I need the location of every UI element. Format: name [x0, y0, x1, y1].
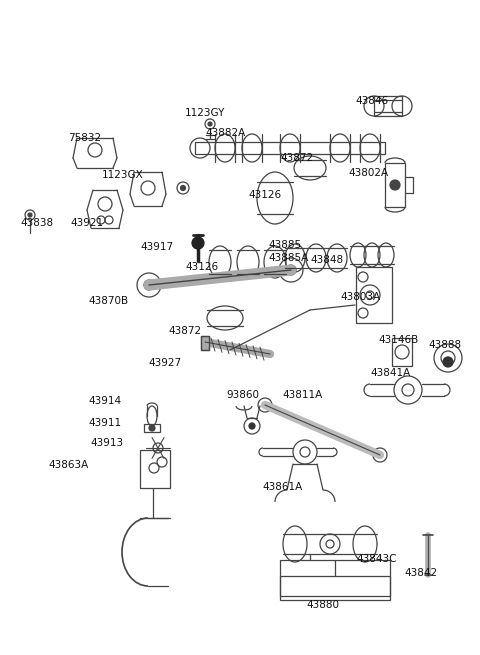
- Bar: [144, 424, 160, 432]
- Bar: [280, 560, 390, 596]
- Bar: [392, 338, 412, 366]
- Text: 43870B: 43870B: [88, 296, 128, 306]
- Text: 43880: 43880: [306, 600, 339, 610]
- Text: 43872: 43872: [168, 326, 201, 336]
- Circle shape: [443, 357, 453, 367]
- Text: 43885: 43885: [268, 240, 301, 250]
- Text: 43861A: 43861A: [262, 482, 302, 492]
- Text: 43885A: 43885A: [268, 253, 308, 263]
- Bar: [201, 336, 209, 350]
- Circle shape: [28, 213, 32, 217]
- Text: 43863A: 43863A: [48, 460, 88, 470]
- Circle shape: [249, 423, 255, 429]
- Text: 43841A: 43841A: [370, 368, 410, 378]
- Text: 43811A: 43811A: [282, 390, 322, 400]
- Bar: [385, 163, 405, 207]
- Text: 1123GY: 1123GY: [185, 108, 226, 118]
- Text: 93860: 93860: [226, 390, 259, 400]
- Text: 43927: 43927: [148, 358, 181, 368]
- Text: 43917: 43917: [140, 242, 173, 252]
- Text: 43846: 43846: [355, 96, 388, 106]
- Text: 43126: 43126: [185, 262, 218, 272]
- Text: 43802A: 43802A: [348, 168, 388, 178]
- Text: 43914: 43914: [88, 396, 121, 406]
- Text: 43146B: 43146B: [378, 335, 418, 345]
- Text: 43911: 43911: [88, 418, 121, 428]
- Text: 43921: 43921: [70, 218, 103, 228]
- Text: 43872: 43872: [280, 153, 313, 163]
- Circle shape: [208, 122, 212, 126]
- Text: 43882A: 43882A: [205, 128, 245, 138]
- Bar: [140, 450, 170, 488]
- Text: 43803A: 43803A: [340, 292, 380, 302]
- Circle shape: [149, 425, 155, 431]
- Bar: [356, 267, 392, 323]
- Circle shape: [390, 180, 400, 190]
- Circle shape: [180, 185, 185, 191]
- Text: 43888: 43888: [428, 340, 461, 350]
- Text: 43842: 43842: [404, 568, 437, 578]
- Bar: [195, 142, 385, 154]
- Text: 43126: 43126: [248, 190, 281, 200]
- Bar: [280, 576, 390, 600]
- Text: 43843C: 43843C: [356, 554, 396, 564]
- Bar: [374, 96, 402, 116]
- Text: 1123GX: 1123GX: [102, 170, 144, 180]
- Text: 75832: 75832: [68, 133, 101, 143]
- Text: 43913: 43913: [90, 438, 123, 448]
- Text: 43838: 43838: [20, 218, 53, 228]
- Text: 43848: 43848: [310, 255, 343, 265]
- Circle shape: [192, 237, 204, 249]
